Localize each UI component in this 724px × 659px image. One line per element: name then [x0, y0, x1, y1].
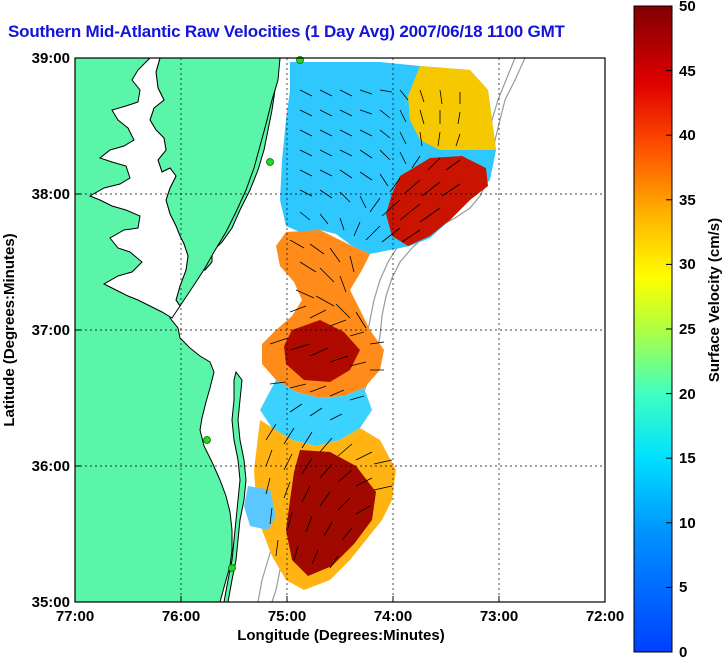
station-marker [266, 158, 274, 166]
colorbar [633, 5, 673, 653]
x-axis-label: Longitude (Degrees:Minutes) [237, 627, 445, 644]
colorbar-tick-label: 5 [679, 579, 687, 596]
velocity-region-north-hot [386, 156, 488, 246]
colorbar-tick-label: 20 [679, 386, 696, 403]
current-vectors [265, 89, 461, 569]
velocity-field [244, 62, 496, 590]
chesapeake-bay [88, 58, 189, 319]
x-tick-label: 76:00 [162, 608, 200, 625]
colorbar-tick-label: 30 [679, 256, 696, 273]
velocity-region-south-hot [286, 450, 376, 576]
colorbar-ticks [666, 5, 672, 653]
velocity-region-middle-blue [260, 380, 372, 446]
colorbar-tick-label: 45 [679, 63, 696, 80]
y-tick-label: 37:00 [32, 322, 70, 339]
outer-banks [223, 370, 247, 602]
colorbar-tick-label: 40 [679, 127, 696, 144]
colorbar-tick-label: 50 [679, 0, 696, 15]
station-markers [203, 56, 304, 572]
tick-marks [74, 57, 606, 603]
x-tick-label: 72:00 [586, 608, 624, 625]
velocity-region-north-east [408, 66, 496, 150]
x-tick-label: 77:00 [56, 608, 94, 625]
station-marker [203, 436, 211, 444]
x-tick-label: 75:00 [268, 608, 306, 625]
grid-lines [75, 58, 605, 602]
colorbar-tick-label: 25 [679, 321, 696, 338]
y-tick-label: 36:00 [32, 458, 70, 475]
map-title: Southern Mid-Atlantic Raw Velocities (1 … [8, 22, 565, 41]
colorbar-tick-label: 10 [679, 515, 696, 532]
x-tick-label: 73:00 [480, 608, 518, 625]
colorbar-tick-label: 35 [679, 192, 696, 209]
station-marker [228, 564, 236, 572]
x-tick-label: 74:00 [374, 608, 412, 625]
colorbar-tick-label: 15 [679, 450, 696, 467]
y-tick-label: 39:00 [32, 50, 70, 67]
colorbar-label: Surface Velocity (cm/s) [706, 218, 723, 382]
y-axis-label: Latitude (Degrees:Minutes) [1, 233, 18, 426]
y-tick-label: 38:00 [32, 186, 70, 203]
velocity-region-south-blue [244, 486, 276, 530]
colorbar-tick-label: 0 [679, 644, 687, 659]
y-tick-label: 35:00 [32, 594, 70, 611]
